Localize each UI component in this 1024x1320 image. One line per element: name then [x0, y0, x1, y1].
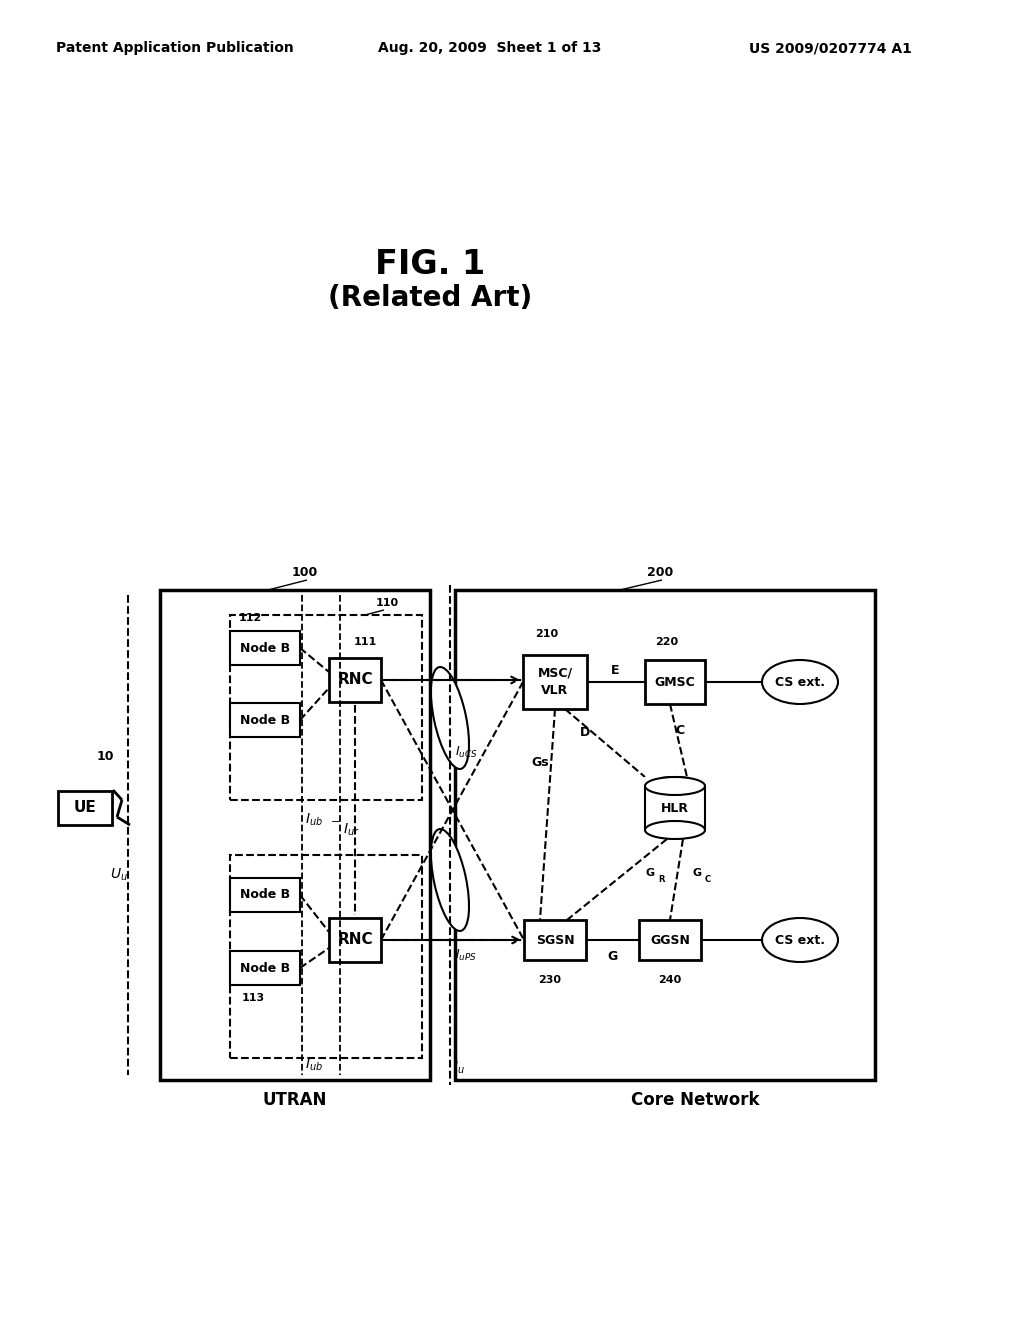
- Text: 112: 112: [239, 612, 261, 623]
- Bar: [230, 704, 300, 737]
- Ellipse shape: [645, 777, 705, 795]
- Text: RNC: RNC: [337, 672, 373, 688]
- Bar: [58, 791, 112, 825]
- Ellipse shape: [762, 660, 838, 704]
- Text: D: D: [580, 726, 590, 738]
- Bar: [160, 590, 430, 1080]
- Text: Aug. 20, 2009  Sheet 1 of 13: Aug. 20, 2009 Sheet 1 of 13: [378, 41, 602, 55]
- Text: 220: 220: [655, 638, 679, 647]
- Text: RNC: RNC: [337, 932, 373, 948]
- Text: $I_{uPS}$: $I_{uPS}$: [455, 948, 477, 962]
- Bar: [455, 590, 874, 1080]
- Text: Node B: Node B: [240, 714, 290, 726]
- Ellipse shape: [645, 821, 705, 840]
- Text: HLR: HLR: [662, 801, 689, 814]
- Text: $-$: $-$: [330, 814, 340, 825]
- Text: 111: 111: [353, 638, 377, 647]
- Text: SGSN: SGSN: [536, 933, 574, 946]
- Bar: [639, 920, 701, 960]
- Text: $I_{uCS}$: $I_{uCS}$: [455, 744, 477, 759]
- Text: Patent Application Publication: Patent Application Publication: [56, 41, 294, 55]
- Text: $I_{ub}$: $I_{ub}$: [305, 812, 323, 828]
- Text: UTRAN: UTRAN: [263, 1092, 328, 1109]
- Text: 110: 110: [376, 598, 398, 609]
- Bar: [230, 631, 300, 665]
- Text: 113: 113: [242, 993, 264, 1003]
- Text: MSC/: MSC/: [538, 667, 572, 680]
- Bar: [645, 660, 705, 704]
- Text: VLR: VLR: [542, 685, 568, 697]
- Text: GMSC: GMSC: [654, 676, 695, 689]
- Bar: [329, 917, 381, 962]
- Text: 210: 210: [536, 630, 558, 639]
- Text: 200: 200: [647, 565, 673, 578]
- Bar: [524, 920, 586, 960]
- Text: Core Network: Core Network: [631, 1092, 759, 1109]
- Bar: [523, 655, 587, 709]
- Text: $U_{u}$: $U_{u}$: [110, 867, 128, 883]
- Bar: [230, 950, 300, 985]
- Text: $I_{ur}$: $I_{ur}$: [343, 822, 359, 838]
- Bar: [230, 878, 300, 912]
- Text: C: C: [676, 723, 685, 737]
- Ellipse shape: [762, 917, 838, 962]
- Text: G: G: [692, 869, 701, 878]
- Text: C: C: [705, 875, 711, 884]
- Text: 100: 100: [292, 565, 318, 578]
- Text: FIG. 1: FIG. 1: [375, 248, 485, 281]
- Bar: [329, 657, 381, 702]
- Text: CS ext.: CS ext.: [775, 933, 825, 946]
- Ellipse shape: [431, 829, 469, 931]
- Text: 230: 230: [539, 975, 561, 985]
- Text: Node B: Node B: [240, 642, 290, 655]
- Text: (Related Art): (Related Art): [328, 284, 532, 312]
- Text: $I_{ub}$: $I_{ub}$: [305, 1057, 323, 1073]
- Text: US 2009/0207774 A1: US 2009/0207774 A1: [749, 41, 911, 55]
- Text: G: G: [645, 869, 654, 878]
- Text: E: E: [610, 664, 620, 676]
- Text: $I_{u}$: $I_{u}$: [453, 1060, 465, 1076]
- Text: G: G: [607, 949, 617, 962]
- Text: Gs: Gs: [531, 755, 549, 768]
- Bar: [644, 777, 706, 785]
- Ellipse shape: [431, 667, 469, 770]
- Text: R: R: [658, 875, 665, 884]
- Text: CS ext.: CS ext.: [775, 676, 825, 689]
- Text: GGSN: GGSN: [650, 933, 690, 946]
- Text: Node B: Node B: [240, 888, 290, 902]
- Bar: [230, 615, 422, 800]
- Text: Node B: Node B: [240, 961, 290, 974]
- Bar: [230, 855, 422, 1059]
- Text: 10: 10: [96, 750, 114, 763]
- Text: UE: UE: [74, 800, 96, 816]
- Text: 240: 240: [658, 975, 682, 985]
